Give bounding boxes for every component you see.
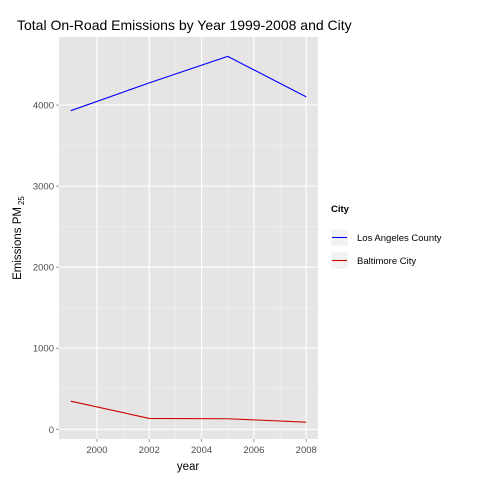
- x-tick-label: 2004: [191, 445, 212, 456]
- y-tick-label: 2000: [33, 263, 54, 274]
- y-axis-title: Emissions PM 25: [12, 196, 26, 280]
- y-axis: 0 1000 2000 3000 4000: [33, 101, 59, 436]
- chart-title: Total On-Road Emissions by Year 1999-200…: [17, 17, 352, 33]
- series-line-1: [70, 55, 307, 112]
- x-axis: 2000 2002 2004 2006 2008: [86, 439, 317, 456]
- y-tick-label: 1000: [33, 344, 54, 355]
- y-tick-label: 3000: [33, 182, 54, 193]
- x-tick-label: 2006: [243, 445, 264, 456]
- legend-label: Baltimore City: [357, 256, 416, 267]
- y-tick-label: 4000: [33, 101, 54, 112]
- series-line-2: [70, 400, 307, 423]
- x-tick-label: 2000: [86, 445, 107, 456]
- series-lines: [70, 55, 307, 423]
- plot-panel: [59, 37, 318, 439]
- grid-minor: [59, 37, 318, 439]
- legend-label: Los Angeles County: [357, 233, 442, 244]
- y-axis-title-main: Emissions PM: [12, 207, 24, 280]
- x-axis-title: year: [177, 461, 200, 473]
- grid-major: [59, 37, 318, 439]
- y-tick-label: 0: [49, 425, 54, 436]
- x-tick-label: 2008: [296, 445, 317, 456]
- x-tick-label: 2002: [139, 445, 160, 456]
- y-axis-title-subscript: 25: [17, 196, 26, 205]
- legend-title: City: [331, 204, 350, 215]
- legend: City Los Angeles County Baltimore City: [330, 204, 442, 270]
